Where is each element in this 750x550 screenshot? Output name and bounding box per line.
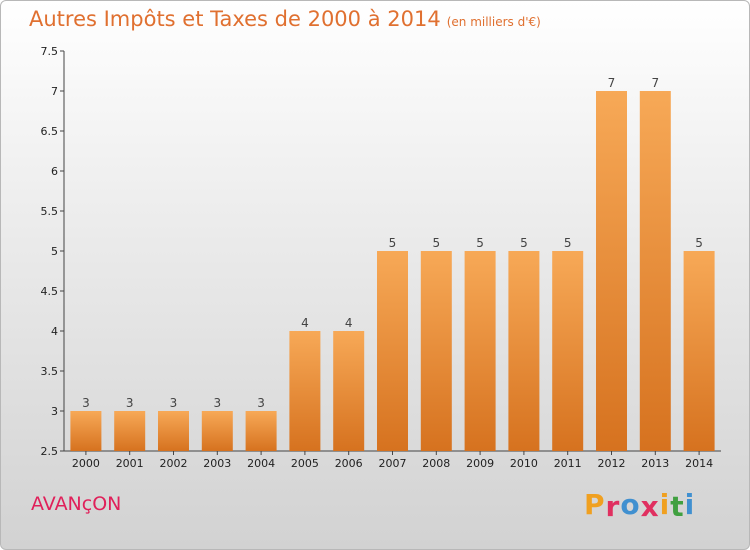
bar <box>333 331 365 451</box>
data-label: 3 <box>82 396 90 410</box>
data-label: 3 <box>170 396 178 410</box>
x-tick-label: 2014 <box>685 457 713 470</box>
data-label: 3 <box>126 396 134 410</box>
data-label: 7 <box>608 76 616 90</box>
x-tick-label: 2000 <box>72 457 100 470</box>
logo-letter: t <box>670 490 685 523</box>
x-tick-label: 2010 <box>510 457 538 470</box>
y-tick-label: 5 <box>51 245 58 258</box>
chart-subtitle: (en milliers d'€) <box>446 15 541 29</box>
x-tick-label: 2005 <box>291 457 319 470</box>
axes: 2.5 3 3.5 4 4.5 5 5.5 6 6.5 7 7.5 2000 2001 2002 2003 2… <box>41 45 721 470</box>
x-tick-label: 2011 <box>554 457 582 470</box>
y-tick-label: 7.5 <box>41 45 59 58</box>
logo-letter: i <box>659 488 671 521</box>
bar <box>201 411 233 451</box>
y-tick-label: 3 <box>51 405 58 418</box>
x-tick-label: 2004 <box>247 457 275 470</box>
x-tick-label: 2012 <box>598 457 626 470</box>
logo-letter: x <box>640 490 660 523</box>
bar <box>508 251 540 451</box>
bar <box>464 251 496 451</box>
y-tick-label: 6.5 <box>41 125 59 138</box>
y-tick-label: 5.5 <box>41 205 59 218</box>
bar <box>114 411 146 451</box>
y-tick-label: 6 <box>51 165 58 178</box>
x-tick-label: 2013 <box>641 457 669 470</box>
bars <box>70 91 715 451</box>
logo-letter: P <box>584 488 606 521</box>
chart-title-text: Autres Impôts et Taxes de 2000 à 2014 <box>29 7 441 31</box>
data-label: 5 <box>389 236 397 250</box>
bar <box>683 251 715 451</box>
data-label: 5 <box>432 236 440 250</box>
y-tick-label: 2.5 <box>41 445 59 458</box>
data-labels: 3 3 3 3 3 4 4 5 5 5 5 5 7 7 5 <box>82 76 703 410</box>
bar <box>70 411 102 451</box>
x-tick-label: 2001 <box>116 457 144 470</box>
bar <box>377 251 408 451</box>
data-label: 5 <box>476 236 484 250</box>
bar <box>245 411 277 451</box>
y-tick-label: 3.5 <box>41 365 59 378</box>
data-label: 3 <box>213 396 221 410</box>
bar <box>289 331 321 451</box>
data-label: 5 <box>695 236 703 250</box>
town-name: AVANçON <box>31 493 122 515</box>
data-label: 4 <box>345 316 353 330</box>
data-label: 3 <box>257 396 265 410</box>
x-tick-label: 2008 <box>422 457 450 470</box>
chart-title: Autres Impôts et Taxes de 2000 à 2014 (en… <box>29 7 541 31</box>
proxiti-logo[interactable]: Proxiti <box>584 488 696 523</box>
x-tick-label: 2009 <box>466 457 494 470</box>
data-label: 5 <box>564 236 572 250</box>
bar <box>596 91 627 451</box>
data-label: 5 <box>520 236 528 250</box>
y-tick-label: 4.5 <box>41 285 59 298</box>
logo-letter: o <box>620 488 641 521</box>
x-tick-label: 2003 <box>203 457 231 470</box>
y-tick-label: 4 <box>51 325 58 338</box>
bar <box>420 251 452 451</box>
data-label: 7 <box>651 76 659 90</box>
bar <box>552 251 584 451</box>
y-tick-label: 7 <box>51 85 58 98</box>
logo-letter: r <box>605 490 621 523</box>
bar <box>639 91 671 451</box>
data-label: 4 <box>301 316 309 330</box>
logo-letter: i <box>684 488 696 521</box>
x-tick-label: 2006 <box>335 457 363 470</box>
x-tick-label: 2002 <box>160 457 188 470</box>
bar <box>158 411 189 451</box>
x-tick-label: 2007 <box>379 457 407 470</box>
